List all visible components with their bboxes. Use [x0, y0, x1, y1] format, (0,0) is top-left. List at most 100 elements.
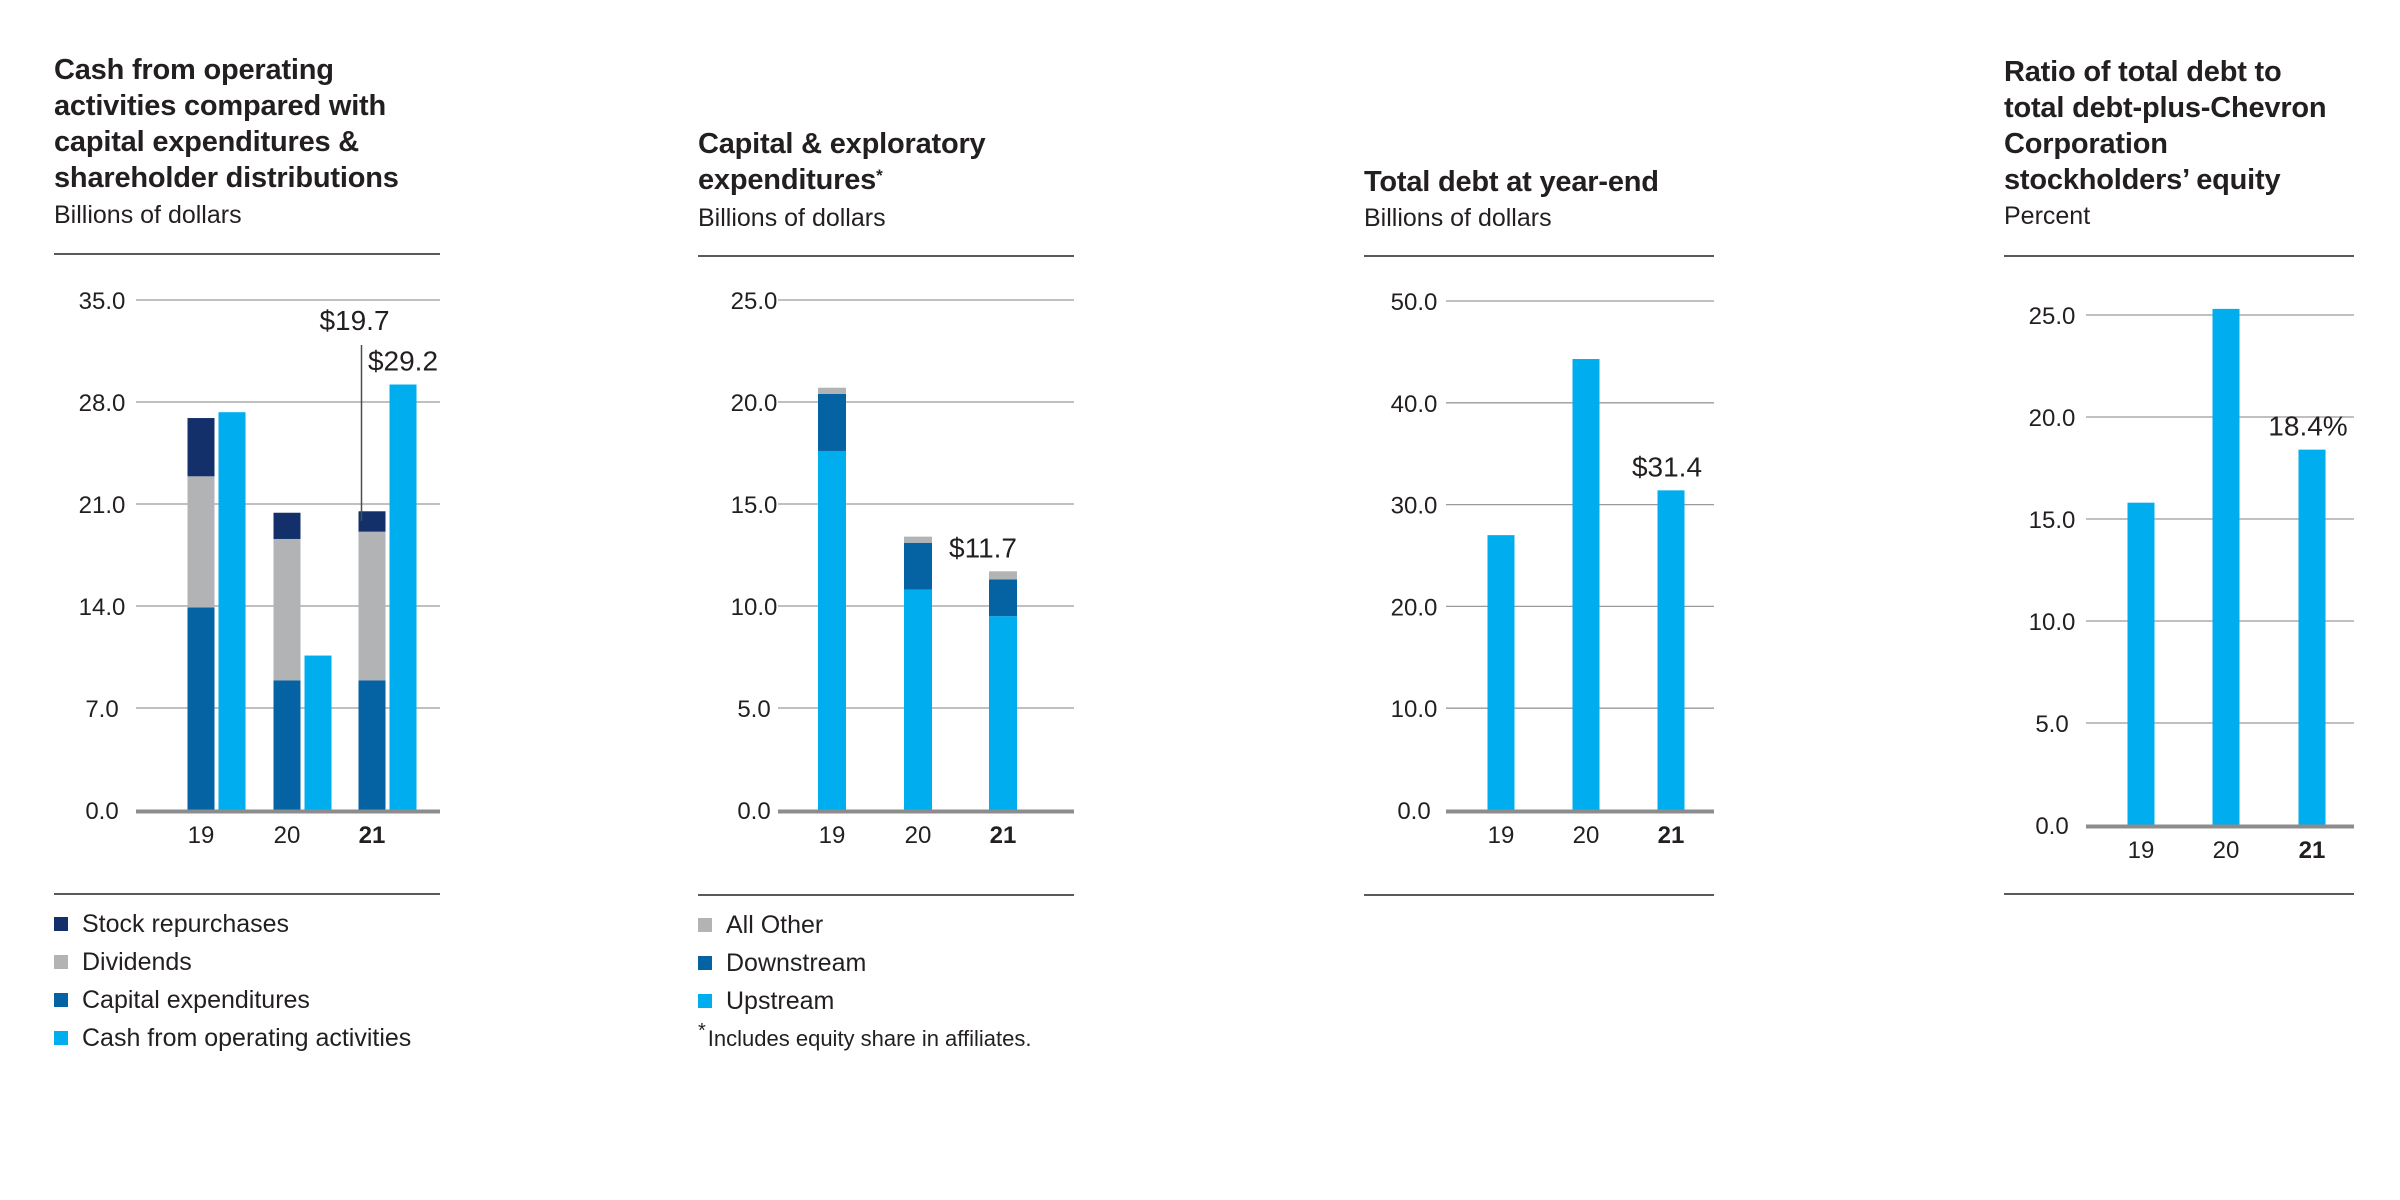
title-line: Capital & exploratory: [698, 128, 986, 160]
legend-label: Cash from operating activities: [82, 1023, 412, 1052]
bar-segment: [989, 579, 1017, 617]
legend-rule: [698, 894, 1074, 896]
top-rule: [2004, 255, 2354, 257]
y-tick-label: 20.0: [731, 390, 778, 417]
bar-segment: [358, 511, 386, 532]
total-debt-chart: 0.0 10.0 20.0 30.0 40.0 50.0 19 20 21 $31.4: [1391, 289, 1714, 849]
y-tick-label: 35.0: [79, 288, 126, 315]
panel-title: Ratio of total debt to total debt-plus-C…: [2004, 54, 2327, 198]
bar-segment: [818, 393, 846, 451]
bar-segment: [818, 450, 846, 810]
title-line: Total debt at year-end: [1364, 166, 1659, 198]
debt-ratio-panel: Ratio of total debt to total debt-plus-C…: [2004, 0, 2364, 1200]
legend-item-stock-repurchases: Stock repurchases: [54, 905, 411, 943]
y-tick-label: 40.0: [1391, 391, 1438, 418]
x-tick-label: 19: [819, 822, 846, 849]
legend-label: Dividends: [82, 947, 192, 976]
x-tick-label: 20: [1573, 822, 1600, 849]
y-tick-label: 10.0: [731, 594, 778, 621]
y-tick-label: 21.0: [79, 492, 126, 519]
bar-segment: [187, 418, 215, 477]
legend-item-all-other: All Other: [698, 906, 866, 944]
title-line-text: expenditures: [698, 164, 877, 196]
y-tick-label: 50.0: [1391, 289, 1438, 316]
y-tick-label: 25.0: [731, 288, 778, 315]
legend-label: Stock repurchases: [82, 909, 290, 938]
y-tick-label: 0.0: [737, 798, 770, 825]
y-tick-label: 15.0: [731, 492, 778, 519]
bar: [389, 384, 417, 810]
bar: [218, 412, 246, 810]
y-tick-label: 10.0: [1391, 696, 1438, 723]
x-tick-label: 19: [188, 822, 215, 849]
cash-operations-chart: 0.0 7.0 14.0 21.0 28.0 35.0 19 20 21 $19.7 $29.2: [79, 288, 440, 849]
bar-segment: [818, 387, 846, 394]
y-tick-label: 20.0: [2029, 405, 2076, 432]
legend: Stock repurchases Dividends Capital expe…: [54, 905, 411, 1057]
legend-swatch: [54, 917, 68, 931]
title-line: Corporation: [2004, 128, 2168, 160]
bar: [1487, 535, 1515, 810]
footnote-mark: *: [698, 1020, 706, 1042]
x-tick-label: 20: [905, 822, 932, 849]
bar-segment: [904, 589, 932, 810]
y-tick-label: 15.0: [2029, 507, 2076, 534]
cash-operations-panel: Cash from operating activities compared …: [54, 0, 454, 1200]
total-debt-panel: Total debt at year-end Billions of dolla…: [1364, 0, 1724, 1200]
bar-segment: [358, 531, 386, 681]
bar-segment: [989, 616, 1017, 810]
panel-subtitle: Billions of dollars: [1364, 204, 1552, 232]
top-rule: [54, 253, 440, 255]
bar: [2298, 449, 2326, 825]
legend-item-dividends: Dividends: [54, 943, 411, 981]
legend-item-downstream: Downstream: [698, 944, 866, 982]
title-line: stockholders’ equity: [2004, 164, 2281, 196]
bottom-rule: [1364, 894, 1714, 896]
data-label: $19.7: [319, 305, 389, 336]
capital-expenditures-chart: 0.0 5.0 10.0 15.0 20.0 25.0 19 20 21 $11.7: [731, 288, 1074, 849]
bar: [2212, 308, 2240, 825]
y-tick-label: 5.0: [737, 696, 770, 723]
y-tick-label: 20.0: [1391, 594, 1438, 621]
y-tick-label: 7.0: [85, 696, 118, 723]
title-line: Cash from operating: [54, 54, 334, 86]
bar: [1657, 490, 1685, 810]
x-tick-label: 20: [2213, 837, 2240, 864]
y-tick-label: 25.0: [2029, 303, 2076, 330]
bar-segment: [904, 542, 932, 590]
panel-subtitle: Percent: [2004, 202, 2091, 230]
x-tick-label: 19: [1488, 822, 1515, 849]
bar: [1572, 359, 1600, 810]
title-line: shareholder distributions: [54, 162, 399, 194]
bar-segment: [273, 538, 301, 681]
legend-item-upstream: Upstream: [698, 982, 866, 1020]
y-tick-label: 0.0: [2035, 813, 2068, 840]
title-line: Ratio of total debt to: [2004, 56, 2282, 88]
y-tick-label: 14.0: [79, 594, 126, 621]
title-line: capital expenditures &: [54, 126, 360, 158]
capital-expenditures-panel: Capital & exploratory expenditures* Bill…: [698, 0, 1078, 1200]
bar-segment: [904, 536, 932, 543]
footnote-text: Includes equity share in affiliates.: [707, 1026, 1032, 1051]
bar-segment: [187, 607, 215, 810]
data-label: $31.4: [1632, 451, 1702, 482]
x-tick-label: 20: [274, 822, 301, 849]
bar-segment: [358, 680, 386, 810]
y-tick-label: 0.0: [1397, 798, 1430, 825]
x-tick-label: 21: [359, 822, 386, 849]
title-line: expenditures*: [698, 162, 986, 198]
panel-title: Cash from operating activities compared …: [54, 52, 399, 196]
legend-swatch: [698, 918, 712, 932]
bar-segment: [273, 512, 301, 539]
legend-label: Upstream: [726, 986, 835, 1015]
x-tick-label: 21: [2299, 837, 2326, 864]
bar-segment: [187, 476, 215, 608]
legend-label: Downstream: [726, 948, 867, 977]
y-tick-label: 10.0: [2029, 609, 2076, 636]
bar-segment: [989, 571, 1017, 580]
legend-swatch: [54, 993, 68, 1007]
y-tick-label: 28.0: [79, 390, 126, 417]
bar-segment: [273, 680, 301, 810]
legend-swatch: [54, 955, 68, 969]
legend-swatch: [698, 994, 712, 1008]
